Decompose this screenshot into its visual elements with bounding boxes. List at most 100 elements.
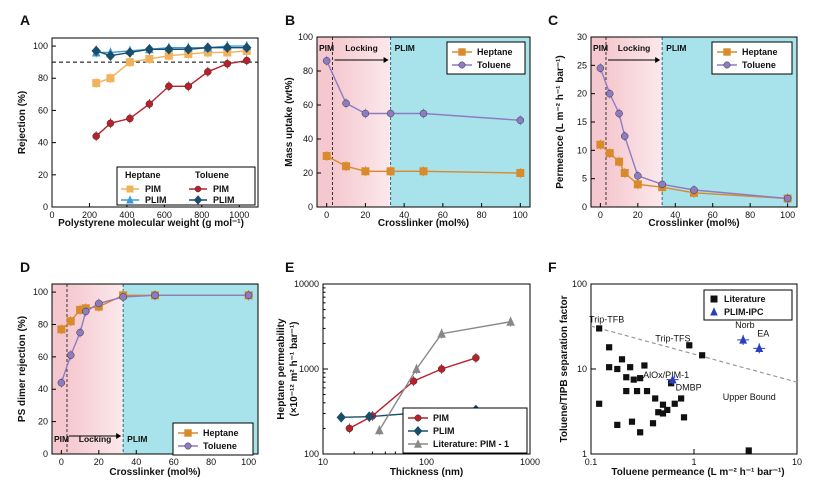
panel-f-literature-point xyxy=(678,395,685,402)
panel-e-ytick-label: 10000 xyxy=(294,279,319,289)
panel-f-legend-marker xyxy=(710,295,718,303)
panel-e-series-1-point xyxy=(336,412,346,423)
panel-b-xtick-label: 100 xyxy=(513,210,528,220)
panel-a-series-2-point xyxy=(106,119,115,128)
panel-b-legend-label: Heptane xyxy=(477,47,513,57)
panel-e-series-2-line xyxy=(378,321,511,431)
panel-f-ylabel: Toluene/TIPB separation factor xyxy=(559,295,570,442)
panel-a-series-3-point xyxy=(183,44,194,55)
panel-f-literature-point xyxy=(664,406,671,414)
panel-d-series-toluene-point xyxy=(95,299,103,308)
panel-e-legend-marker xyxy=(414,439,422,448)
panel-c-series-toluene-point xyxy=(634,172,642,180)
panel-d-frame xyxy=(51,283,259,455)
panel-a-series-3-point xyxy=(144,44,155,55)
panel-b-series-heptane-point xyxy=(419,167,428,176)
panel-f-literature-label: Trip-TFB xyxy=(589,314,624,324)
panel-f-legend-label: PLIM-IPC xyxy=(724,307,764,317)
panel-a-ytick-label: 60 xyxy=(38,105,48,115)
panel-f-ytick-label: 10 xyxy=(577,364,587,374)
panel-a-xlabel: Polystyrene molecular weight (g mol⁻¹) xyxy=(58,218,244,229)
panel-c-label-pim: PIM xyxy=(593,43,608,53)
panel-f-literature-point xyxy=(641,362,648,369)
panel-d-arrow-head xyxy=(116,433,122,439)
panel-c-region-pim xyxy=(591,37,606,207)
panel-c-ytick-label: 5 xyxy=(582,174,587,184)
panel-d-ylabel: PS dimer rejection (%) xyxy=(17,316,28,422)
panel-f-legend-box xyxy=(703,289,793,321)
panel-a-frame xyxy=(51,37,259,208)
panel-c-ylabel: Permeance (L m⁻² h⁻¹ bar⁻¹) xyxy=(555,55,566,188)
panel-b-ytick-label: 40 xyxy=(303,134,313,144)
panel-f-literature-point xyxy=(623,387,630,395)
panel-a-legend-entry: PIM xyxy=(213,184,229,194)
panel-b-legend-marker xyxy=(458,61,466,69)
panel-e-series-0-point xyxy=(472,354,480,362)
panel-b-xtick-label: 20 xyxy=(360,210,370,220)
panel-d-series-toluene-point xyxy=(81,307,90,316)
panel-a-ylabel: Rejection (%) xyxy=(17,91,28,154)
panel-f-letter: F xyxy=(548,259,557,275)
panel-c-ytick-label: 10 xyxy=(577,145,587,155)
panel-a-xtick-label: 200 xyxy=(82,210,97,220)
panel-c-ytick-label: 0 xyxy=(582,202,587,212)
panel-b-letter: B xyxy=(285,12,295,28)
panel-d-region-pim xyxy=(52,284,67,454)
panel-b-xlabel: Crosslinker (mol%) xyxy=(378,218,469,229)
panel-e-legend-label: PIM xyxy=(433,413,449,423)
panel-f-literature-point xyxy=(623,374,630,381)
panel-f-literature-point xyxy=(596,325,603,332)
panel-c-label-locking: Locking xyxy=(618,43,651,53)
panel-b-series-heptane-point xyxy=(361,167,370,176)
panel-e-series-1-point xyxy=(364,411,374,422)
panel-e-legend-label: PLIM xyxy=(433,426,455,436)
panel-c-legend-marker xyxy=(723,48,731,56)
panel-f-literature-point xyxy=(606,344,613,351)
panel-f-literature-point xyxy=(699,352,706,359)
panel-c-series-heptane-point xyxy=(596,140,605,149)
panel-b-series-heptane-point xyxy=(322,152,331,160)
panel-d-series-heptane-point xyxy=(66,317,75,326)
panel-f-ipc-label: DMBP xyxy=(676,383,702,393)
panel-d-xtick-label: 20 xyxy=(94,457,104,467)
panel-b-series-toluene-point xyxy=(386,109,395,118)
panel-c-region-locking xyxy=(605,37,663,207)
panel-a-xtick-label: 1000 xyxy=(229,210,249,220)
panel-f-literature-point xyxy=(643,387,651,395)
panel-a-series-2-point xyxy=(243,56,251,65)
panel-e-legend-marker xyxy=(414,414,422,422)
panel-c-letter: C xyxy=(548,12,558,28)
panel-d-ytick-label: 40 xyxy=(38,384,48,394)
panel-e-legend-label: Literature: PIM - 1 xyxy=(433,439,509,449)
panel-a-legend-marker xyxy=(126,195,134,204)
panel-a-xtick-label: 0 xyxy=(49,210,54,220)
panel-a-series-2-point xyxy=(223,60,232,68)
panel-f-legend-label: Literature xyxy=(724,294,766,304)
panel-b-ytick-label: 100 xyxy=(298,32,313,42)
panel-a-series-2-point xyxy=(145,100,154,108)
panel-e-xtick-label: 100 xyxy=(419,457,434,467)
panel-e-legend-marker xyxy=(413,426,423,436)
panel-c-series-toluene-point xyxy=(605,89,614,98)
panel-f-literature-point xyxy=(686,342,693,349)
panel-e-series-2-point xyxy=(375,425,384,435)
panel-b-region-locking xyxy=(332,37,391,207)
panel-b-ytick-label: 60 xyxy=(303,100,313,110)
panel-a-series-3-point xyxy=(105,50,116,61)
panel-e-ytick-label: 1000 xyxy=(299,364,319,374)
panel-c-series-toluene-point xyxy=(783,194,792,203)
panel-c-ytick-label: 15 xyxy=(577,117,587,127)
panel-d-xtick-label: 80 xyxy=(206,457,216,467)
panel-a-xtick-label: 800 xyxy=(194,210,209,220)
panel-b-frame xyxy=(316,36,531,208)
panel-c-xlabel: Crosslinker (mol%) xyxy=(648,218,739,229)
panel-d-legend-label: Heptane xyxy=(203,428,239,438)
panel-e-xtick-label: 1000 xyxy=(520,457,540,467)
panel-e-ylabel: Heptane permeability xyxy=(276,318,287,420)
panel-d-xtick-label: 0 xyxy=(59,457,64,467)
panel-d-label-locking: Locking xyxy=(79,434,112,444)
panel-a-series-2-point xyxy=(92,132,100,140)
panel-d-series-toluene-point xyxy=(151,291,159,300)
panel-f-ipc-point xyxy=(755,343,764,353)
